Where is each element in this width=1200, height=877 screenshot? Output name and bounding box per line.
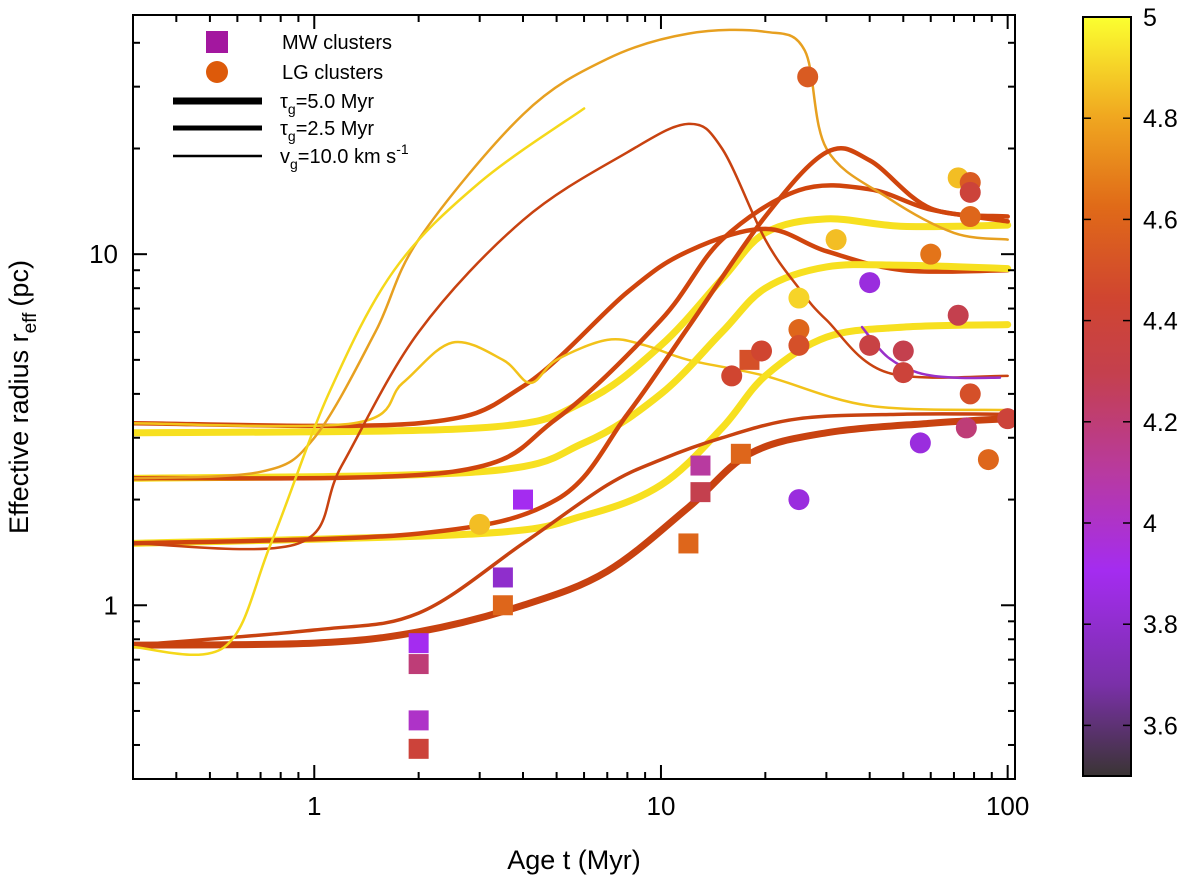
lg-cluster-point <box>959 206 981 228</box>
legend-label: τg=2.5 Myr <box>280 118 374 144</box>
y-tick-label: 1 <box>104 590 118 620</box>
colorbar-tick-label: 3.6 <box>1143 712 1178 740</box>
series-line-hi-tau5 <box>133 215 1012 437</box>
series-line-hi-v10 <box>133 338 1009 428</box>
lg-cluster-point <box>977 449 999 471</box>
legend-label-sub: g <box>288 128 296 144</box>
lg-cluster-point <box>788 319 810 341</box>
lg-cluster-point <box>751 340 773 362</box>
lg-cluster-point <box>909 432 931 454</box>
series-line-xlo-tau2.5 <box>133 412 1010 647</box>
lg-cluster-point <box>859 334 881 356</box>
legend-label: LG clusters <box>282 62 383 84</box>
lg-cluster-point <box>997 408 1015 430</box>
mw-cluster-point <box>408 738 429 759</box>
colorbar-tick-label: 4.8 <box>1143 105 1178 133</box>
lg-cluster-point <box>920 243 942 265</box>
x-axis-title: Age t (Myr) <box>507 845 641 875</box>
legend-label-symbol: τ <box>280 118 288 140</box>
series-layer <box>133 28 1012 656</box>
mw-cluster-point <box>408 710 429 731</box>
lg-cluster-point <box>959 181 981 203</box>
lg-cluster-point <box>788 287 810 309</box>
legend-label-sub: g <box>290 156 298 172</box>
series-line-lo-v10 <box>133 122 1009 551</box>
mw-cluster-point <box>408 654 429 675</box>
lg-cluster-point <box>955 417 977 439</box>
colorbar-tick-label: 4.2 <box>1143 409 1178 437</box>
lg-cluster-point <box>859 272 881 294</box>
legend-circle-marker <box>206 61 228 83</box>
series-line-lo-tau2.5 <box>133 146 1010 546</box>
lg-cluster-point <box>788 489 810 511</box>
plot-frame <box>132 14 1016 780</box>
lg-cluster-point <box>788 334 810 356</box>
series-line-xlo-v10 <box>133 107 586 656</box>
lg-cluster-point <box>947 304 969 326</box>
lg-cluster-point <box>892 340 914 362</box>
lg-cluster-point <box>797 66 819 88</box>
legend-label-rest: =5.0 Myr <box>296 91 375 113</box>
legend-label: τg=5.0 Myr <box>280 91 374 117</box>
colorbar-tick-label: 5 <box>1143 4 1157 32</box>
lg-cluster-point <box>469 513 491 535</box>
legend-label-sub: g <box>288 101 296 117</box>
lg-cluster-point <box>892 362 914 384</box>
x-tick-label: 100 <box>986 791 1029 821</box>
series-line-mid-tau5 <box>133 261 1012 482</box>
legend-label-symbol: v <box>280 146 290 168</box>
markers-layer <box>408 66 1015 759</box>
mw-cluster-point <box>492 595 513 616</box>
x-tick-label: 10 <box>647 791 676 821</box>
mw-cluster-point <box>513 489 534 510</box>
y-axis-title-unit: (pc) <box>4 260 34 307</box>
legend-label-rest: =10.0 km s <box>298 146 396 168</box>
series-line-mid-tau2.5 <box>133 183 1010 481</box>
mw-cluster-point <box>730 443 751 464</box>
lg-cluster-point <box>825 229 847 251</box>
mw-cluster-point <box>408 633 429 654</box>
y-axis-title: Effective radius reff (pc) <box>4 260 41 534</box>
legend-label: vg=10.0 km s-1 <box>280 141 409 172</box>
legend-label-sup: -1 <box>396 141 409 157</box>
legend-square-marker <box>206 31 228 53</box>
legend-label-symbol: τ <box>280 91 288 113</box>
y-tick-label: 10 <box>89 239 118 269</box>
legend-label: MW clusters <box>282 32 392 54</box>
mw-cluster-point <box>690 482 711 503</box>
mw-cluster-point <box>678 533 699 554</box>
legend-label-rest: =2.5 Myr <box>296 118 375 140</box>
y-axis-title-main: Effective radius r <box>4 333 34 534</box>
colorbar-tick-label: 4 <box>1143 510 1157 538</box>
mw-cluster-point <box>690 455 711 476</box>
lg-cluster-point <box>959 383 981 405</box>
y-axis-ticks: 1 10 <box>89 41 1015 746</box>
lg-cluster-point <box>721 365 743 387</box>
colorbar-tick-label: 4.6 <box>1143 206 1178 234</box>
colorbar <box>1082 16 1132 777</box>
x-tick-label: 1 <box>307 791 321 821</box>
colorbar-tick-label: 4.4 <box>1143 308 1178 336</box>
colorbar-tick-label: 3.8 <box>1143 611 1178 639</box>
y-axis-title-sub: eff <box>20 312 41 334</box>
x-axis-ticks: 1 10 100 <box>132 15 1029 821</box>
series-line-mid-v10 <box>133 28 1009 480</box>
mw-cluster-point <box>492 567 513 588</box>
colorbar-ticks: 5 4.8 4.6 4.4 4.2 4 3.8 3.6 <box>1083 4 1178 740</box>
series-line-xlo-tau5 <box>133 415 1012 649</box>
